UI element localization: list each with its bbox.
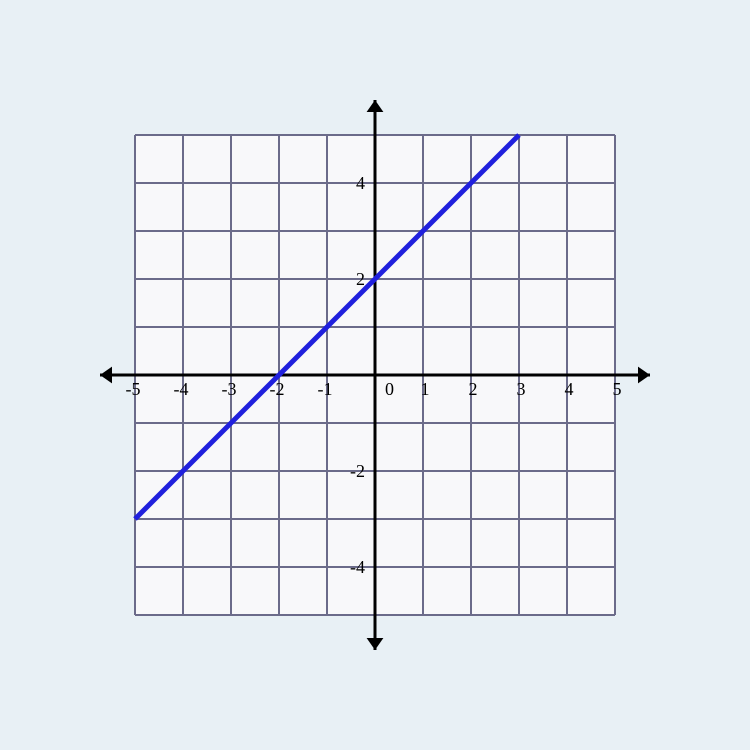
svg-text:4: 4	[565, 379, 574, 399]
screen-background: -5 -4 -3 -2 -1 1 2 3 4 5 0 -4 -2 2 4	[0, 0, 750, 750]
svg-text:2: 2	[469, 379, 478, 399]
svg-text:-1: -1	[318, 379, 333, 399]
svg-text:-4: -4	[350, 557, 365, 577]
svg-text:3: 3	[517, 379, 526, 399]
svg-text:-3: -3	[222, 379, 237, 399]
svg-text:1: 1	[421, 379, 430, 399]
svg-text:-2: -2	[270, 379, 285, 399]
svg-text:5: 5	[613, 379, 622, 399]
svg-text:-5: -5	[126, 379, 141, 399]
svg-text:-4: -4	[174, 379, 189, 399]
svg-text:4: 4	[356, 173, 365, 193]
coordinate-graph: -5 -4 -3 -2 -1 1 2 3 4 5 0 -4 -2 2 4	[75, 75, 675, 675]
svg-text:2: 2	[356, 269, 365, 289]
chart-container: -5 -4 -3 -2 -1 1 2 3 4 5 0 -4 -2 2 4	[75, 75, 675, 675]
svg-text:-2: -2	[350, 461, 365, 481]
svg-text:0: 0	[385, 379, 394, 399]
